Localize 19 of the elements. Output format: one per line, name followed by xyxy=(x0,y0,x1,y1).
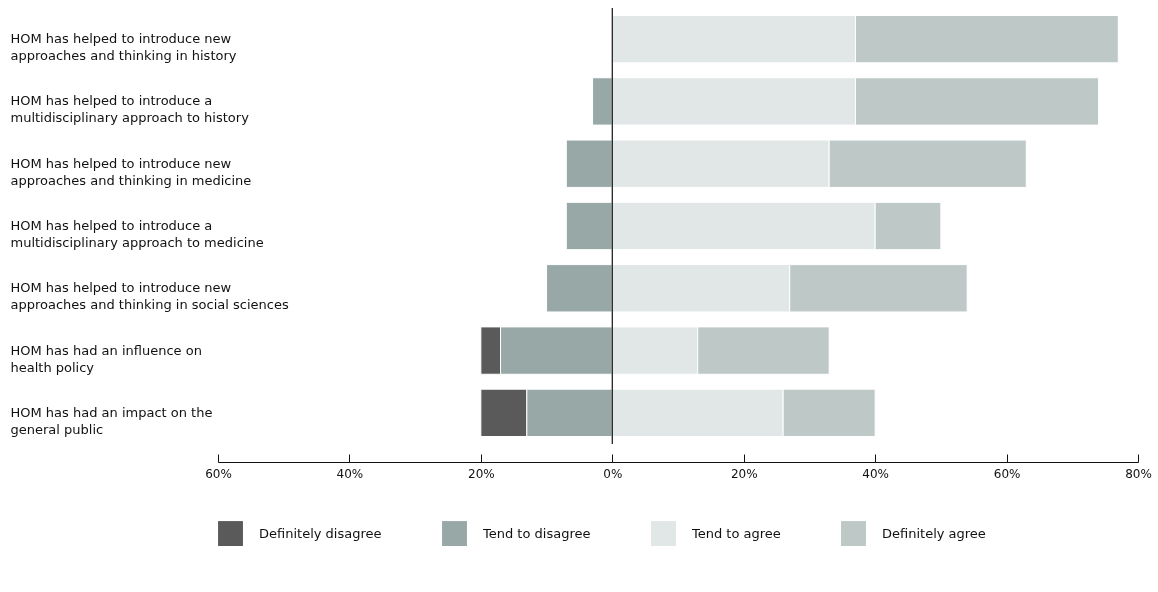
x-tick-label: 20% xyxy=(730,466,758,481)
x-tick-label: 20% xyxy=(468,466,495,481)
legend-label: Tend to agree xyxy=(691,525,781,541)
legend-label: Definitely disagree xyxy=(259,525,382,541)
y-tick-label: HOM has helped to introduce a multidisciplinary approach to medicine xyxy=(10,218,264,250)
x-tick-label: 60% xyxy=(993,466,1021,481)
x-tick-label: 0% xyxy=(603,466,623,481)
y-tick-label: HOM has helped to introduce new approaches and thinking in medicine xyxy=(10,155,252,188)
y-tick-label: HOM has helped to introduce a multidisciplinary approach to history xyxy=(10,93,250,126)
x-tick-label: 40% xyxy=(336,466,364,481)
legend-label: Tend to disagree xyxy=(482,525,591,541)
x-tick-label: 40% xyxy=(862,466,889,481)
x-tick-label: 60% xyxy=(205,466,232,481)
x-tick-label: 80% xyxy=(1125,466,1152,481)
y-tick-label: HOM has had an influence on health policy xyxy=(10,342,202,375)
y-tick-label: HOM has helped to introduce new approaches and thinking in history xyxy=(10,31,237,64)
y-tick-label: HOM has helped to introduce new approaches and thinking in social sciences xyxy=(10,280,289,313)
legend-label: Definitely agree xyxy=(882,525,986,541)
y-tick-label: HOM has had an impact on the general public xyxy=(10,404,213,437)
